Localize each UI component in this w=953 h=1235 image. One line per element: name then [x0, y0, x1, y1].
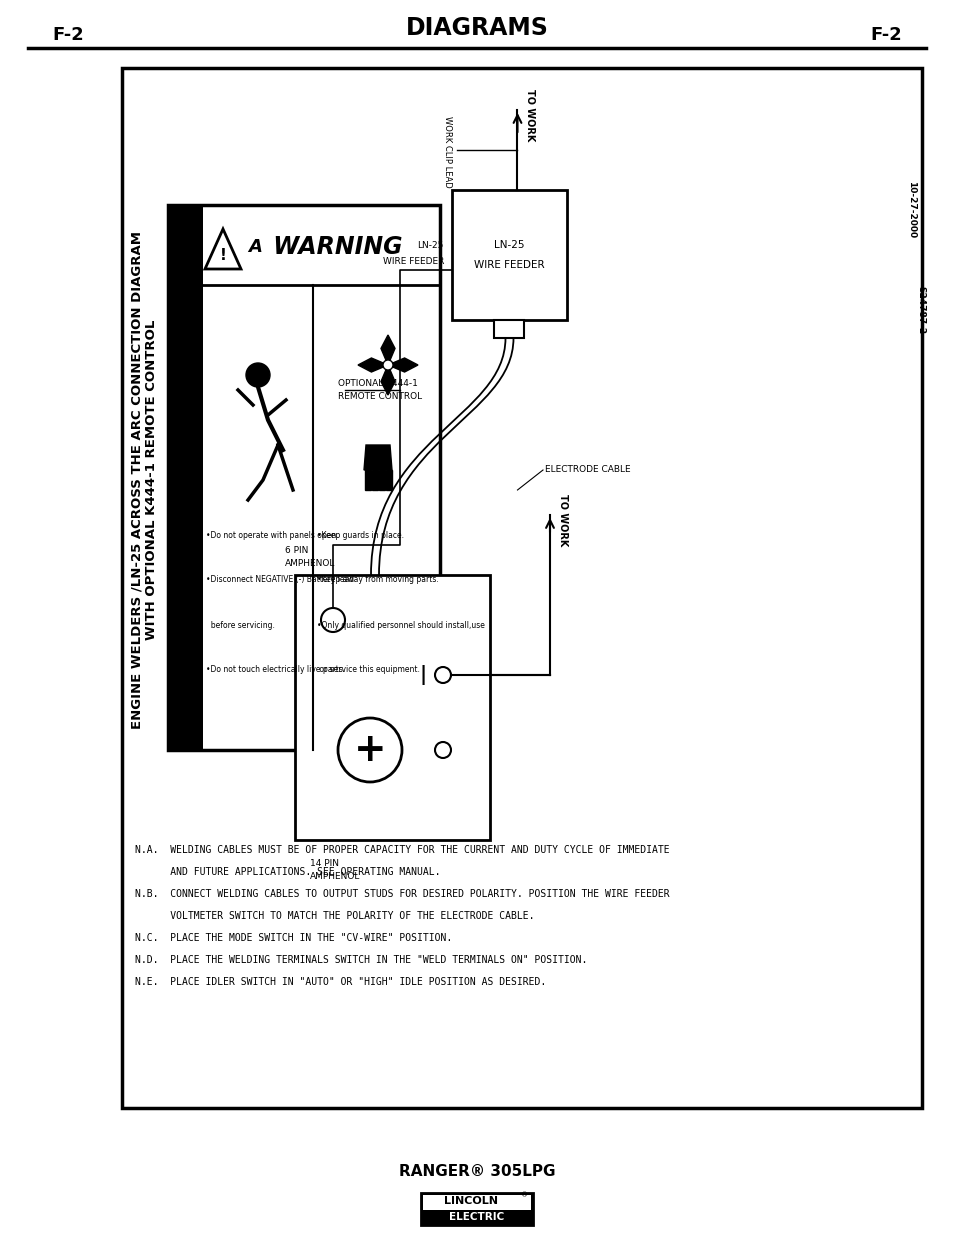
Polygon shape — [380, 366, 395, 395]
Polygon shape — [388, 358, 417, 372]
Text: •Disconnect NEGATIVE (-) Battery lead: •Disconnect NEGATIVE (-) Battery lead — [206, 576, 354, 584]
Text: LINCOLN: LINCOLN — [443, 1197, 497, 1207]
Text: N.A.  WELDING CABLES MUST BE OF PROPER CAPACITY FOR THE CURRENT AND DUTY CYCLE O: N.A. WELDING CABLES MUST BE OF PROPER CA… — [135, 845, 669, 855]
Text: ELECTRODE CABLE: ELECTRODE CABLE — [544, 466, 630, 474]
Text: LN-25: LN-25 — [494, 240, 524, 249]
Text: 10-27-2000: 10-27-2000 — [906, 182, 916, 238]
Bar — [420, 1193, 533, 1225]
Text: S24787-2: S24787-2 — [916, 287, 924, 333]
Text: RANGER® 305LPG: RANGER® 305LPG — [398, 1165, 555, 1179]
Text: OPTIONAL K444-1
REMOTE CONTROL: OPTIONAL K444-1 REMOTE CONTROL — [337, 379, 421, 400]
Text: WORK CLIP LEAD: WORK CLIP LEAD — [443, 116, 452, 188]
Circle shape — [320, 608, 345, 632]
Circle shape — [337, 718, 401, 782]
Bar — [168, 205, 203, 750]
Bar — [122, 68, 921, 1108]
Text: F-2: F-2 — [869, 26, 901, 44]
Text: WITH OPTIONAL K444-1 REMOTE CONTROL: WITH OPTIONAL K444-1 REMOTE CONTROL — [146, 320, 158, 640]
Bar — [494, 320, 524, 338]
Text: !: ! — [219, 247, 226, 263]
Text: •Keep away from moving parts.: •Keep away from moving parts. — [316, 576, 438, 584]
Text: •Do not touch electrically live parts.: •Do not touch electrically live parts. — [206, 666, 345, 674]
Text: ®: ® — [521, 1192, 528, 1198]
Bar — [378, 471, 385, 490]
Circle shape — [382, 359, 393, 370]
Text: before servicing.: before servicing. — [206, 620, 274, 630]
Text: DIAGRAMS: DIAGRAMS — [405, 16, 548, 40]
Text: •Only qualified personnel should install,use: •Only qualified personnel should install… — [316, 620, 484, 630]
Bar — [422, 1195, 531, 1209]
Text: •Keep guards in place.: •Keep guards in place. — [316, 531, 403, 540]
Text: 14 PIN
AMPHENOL: 14 PIN AMPHENOL — [310, 860, 360, 881]
Text: ENGINE WELDERS /LN-25 ACROSS THE ARC CONNECTION DIAGRAM: ENGINE WELDERS /LN-25 ACROSS THE ARC CON… — [131, 231, 143, 729]
Text: TO WORK: TO WORK — [558, 494, 567, 546]
Bar — [365, 471, 371, 490]
Text: •Do not operate with panels open.: •Do not operate with panels open. — [206, 531, 338, 540]
Text: 6 PIN
AMPHENOL: 6 PIN AMPHENOL — [285, 546, 335, 568]
Circle shape — [435, 667, 451, 683]
Polygon shape — [357, 358, 388, 372]
Text: F-2: F-2 — [52, 26, 84, 44]
Text: LN-25: LN-25 — [417, 241, 443, 249]
Text: WIRE FEEDER: WIRE FEEDER — [474, 261, 544, 270]
Text: TO WORK: TO WORK — [525, 89, 535, 141]
Text: A: A — [248, 238, 262, 256]
Circle shape — [435, 742, 451, 758]
Text: ELECTRIC: ELECTRIC — [449, 1212, 504, 1221]
Text: +: + — [354, 731, 386, 769]
Text: |: | — [419, 664, 426, 685]
Polygon shape — [205, 228, 241, 269]
Bar — [294, 576, 490, 840]
Text: WARNING: WARNING — [265, 235, 402, 259]
Text: N.D.  PLACE THE WELDING TERMINALS SWITCH IN THE "WELD TERMINALS ON" POSITION.: N.D. PLACE THE WELDING TERMINALS SWITCH … — [135, 955, 587, 965]
Text: AND FUTURE APPLICATIONS. SEE OPERATING MANUAL.: AND FUTURE APPLICATIONS. SEE OPERATING M… — [135, 867, 440, 877]
Text: or service this equipment.: or service this equipment. — [316, 666, 419, 674]
Bar — [168, 205, 439, 750]
Text: N.E.  PLACE IDLER SWITCH IN "AUTO" OR "HIGH" IDLE POSITION AS DESIRED.: N.E. PLACE IDLER SWITCH IN "AUTO" OR "HI… — [135, 977, 546, 987]
Text: VOLTMETER SWITCH TO MATCH THE POLARITY OF THE ELECTRODE CABLE.: VOLTMETER SWITCH TO MATCH THE POLARITY O… — [135, 911, 534, 921]
Bar — [452, 190, 566, 320]
Text: N.B.  CONNECT WELDING CABLES TO OUTPUT STUDS FOR DESIRED POLARITY. POSITION THE : N.B. CONNECT WELDING CABLES TO OUTPUT ST… — [135, 889, 669, 899]
Polygon shape — [364, 445, 392, 471]
Text: N.C.  PLACE THE MODE SWITCH IN THE "CV-WIRE" POSITION.: N.C. PLACE THE MODE SWITCH IN THE "CV-WI… — [135, 932, 452, 944]
Bar — [372, 471, 377, 490]
Polygon shape — [380, 335, 395, 366]
Bar — [386, 471, 392, 490]
Circle shape — [246, 363, 270, 387]
Text: WIRE FEEDER: WIRE FEEDER — [382, 258, 443, 267]
